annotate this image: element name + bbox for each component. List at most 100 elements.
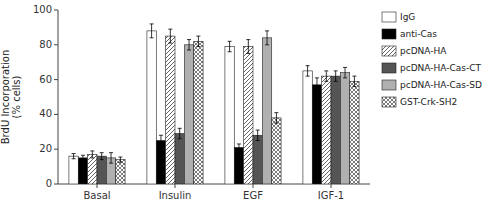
error-bar: [81, 155, 85, 160]
error-cap: [237, 143, 241, 144]
error-stem: [257, 130, 258, 140]
legend-swatch: [382, 29, 396, 39]
error-cap: [159, 145, 163, 146]
error-cap: [265, 30, 269, 31]
bar: [184, 45, 193, 184]
bar: [194, 41, 203, 184]
bar-hatch: [194, 41, 203, 184]
legend-label: pcDNA-HA-Cas-CT: [400, 63, 482, 73]
bar: [272, 118, 281, 184]
bar: [303, 71, 312, 184]
error-cap: [334, 70, 338, 71]
bar: [69, 156, 78, 184]
bar-hatch: [322, 76, 331, 184]
x-tick-label: Insulin: [159, 190, 192, 201]
error-cap: [187, 39, 191, 40]
error-cap: [196, 46, 200, 47]
y-axis-label-line: (% cells): [11, 75, 22, 118]
y-tick: [54, 44, 58, 45]
error-stem: [248, 40, 249, 54]
bar: [331, 76, 340, 184]
y-tick: [54, 79, 58, 80]
error-stem: [179, 128, 180, 138]
error-cap: [246, 39, 250, 40]
error-bar: [306, 66, 310, 76]
error-cap: [237, 150, 241, 151]
legend-label: GST-Crk-SH2: [400, 97, 457, 107]
bar: [166, 36, 175, 184]
legend-swatch: [382, 46, 396, 56]
legend-swatch-hatch: [382, 46, 396, 56]
y-tick-label: 0: [46, 178, 52, 189]
error-stem: [73, 154, 74, 159]
error-bar: [187, 40, 191, 50]
error-cap: [334, 81, 338, 82]
error-cap: [228, 41, 232, 42]
error-cap: [90, 150, 94, 151]
legend-label: pcDNA-HA-Cas-SD: [400, 80, 482, 90]
error-stem: [276, 113, 277, 123]
error-cap: [274, 112, 278, 113]
legend-label: anti-Cas: [400, 29, 437, 39]
error-bar: [315, 78, 319, 92]
error-cap: [109, 152, 113, 153]
y-tick: [54, 184, 58, 185]
x-tick: [331, 184, 332, 188]
error-cap: [306, 76, 310, 77]
error-cap: [109, 163, 113, 164]
error-cap: [168, 43, 172, 44]
error-cap: [81, 160, 85, 161]
error-cap: [81, 155, 85, 156]
error-bar: [159, 135, 163, 145]
error-bar: [100, 153, 104, 160]
bar: [156, 141, 165, 185]
x-tick-label: EGF: [243, 190, 263, 201]
error-stem: [92, 151, 93, 158]
error-stem: [267, 31, 268, 45]
bar: [340, 73, 349, 184]
bar: [225, 47, 234, 184]
error-bar: [324, 71, 328, 81]
y-tick-label: 80: [39, 39, 52, 50]
bar: [253, 135, 262, 184]
bar: [88, 154, 97, 184]
bar-hatch: [88, 154, 97, 184]
bar: [262, 38, 271, 184]
error-cap: [150, 37, 154, 38]
error-cap: [256, 140, 260, 141]
chart: 020406080100BrdU Incorporation(% cells)B…: [0, 0, 500, 208]
bar: [322, 76, 331, 184]
error-bar: [256, 130, 260, 140]
bar-hatch: [272, 118, 281, 184]
y-axis-label: BrdU Incorporation(% cells): [0, 50, 22, 145]
error-cap: [100, 159, 104, 160]
error-stem: [151, 24, 152, 38]
error-stem: [170, 29, 171, 43]
error-cap: [315, 77, 319, 78]
y-axis-line: [58, 10, 59, 184]
bar: [116, 160, 125, 184]
error-bar: [246, 40, 250, 54]
error-bar: [90, 151, 94, 158]
error-cap: [306, 65, 310, 66]
error-cap: [352, 86, 356, 87]
y-tick-label: 100: [33, 4, 52, 15]
legend-label: pcDNA-HA: [400, 46, 447, 56]
error-stem: [198, 36, 199, 46]
error-stem: [82, 155, 83, 160]
error-cap: [274, 123, 278, 124]
bars: [69, 24, 359, 184]
bar-hatch: [166, 36, 175, 184]
bar-hatch: [244, 47, 253, 184]
error-cap: [196, 36, 200, 37]
error-stem: [189, 40, 190, 50]
x-tick: [175, 184, 176, 188]
error-bar: [109, 153, 113, 163]
error-cap: [246, 53, 250, 54]
error-cap: [256, 130, 260, 131]
error-cap: [168, 29, 172, 30]
bar: [312, 85, 321, 184]
error-cap: [150, 23, 154, 24]
bar-hatch: [350, 81, 359, 184]
error-bar: [72, 154, 76, 159]
